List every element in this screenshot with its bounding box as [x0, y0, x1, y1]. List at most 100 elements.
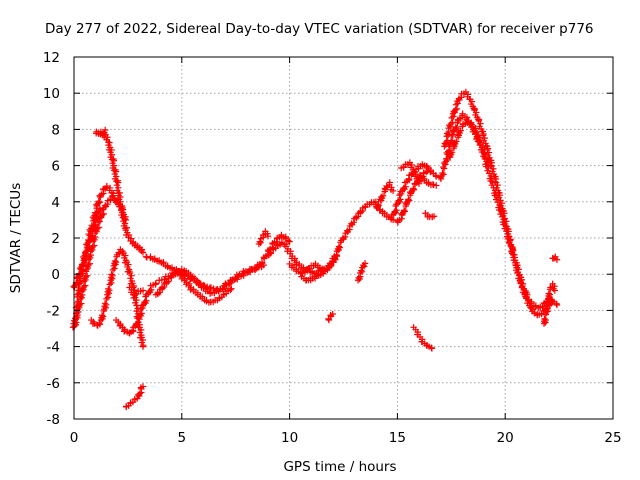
- data-point: [88, 222, 96, 229]
- data-point: [108, 271, 115, 278]
- data-point: [90, 242, 98, 249]
- data-point: [85, 236, 92, 244]
- data-point: [80, 283, 87, 291]
- y-tick-label: 8: [51, 122, 60, 138]
- data-point: [360, 263, 368, 270]
- data-point: [83, 272, 91, 279]
- series-arc3: [70, 193, 121, 327]
- series-arc26: [410, 324, 436, 352]
- data-point: [414, 177, 421, 184]
- data-point: [82, 249, 89, 256]
- series-arc32: [549, 253, 561, 263]
- series-arc6: [112, 280, 160, 337]
- data-point: [73, 280, 81, 288]
- data-point: [180, 272, 188, 279]
- data-point: [438, 172, 445, 180]
- data-point: [75, 287, 82, 294]
- data-point: [433, 173, 440, 180]
- y-tick-label: -4: [47, 340, 60, 356]
- data-point: [453, 124, 460, 132]
- data-point: [85, 261, 92, 269]
- data-point: [83, 241, 90, 248]
- data-point: [187, 276, 194, 283]
- data-point: [410, 185, 417, 192]
- data-point: [135, 319, 142, 326]
- data-point: [96, 205, 104, 213]
- series-arc18: [354, 260, 369, 284]
- data-point: [267, 249, 274, 256]
- series-arc5: [88, 246, 147, 350]
- x-tick-label: 0: [70, 430, 79, 446]
- series-arc31: [544, 296, 561, 309]
- data-point: [93, 228, 100, 235]
- series-arc23: [398, 159, 423, 187]
- data-point: [457, 127, 464, 134]
- series-arc4: [92, 126, 147, 256]
- data-point: [437, 175, 445, 183]
- series-arc15: [286, 198, 380, 277]
- data-point: [446, 122, 453, 129]
- data-point: [103, 295, 110, 303]
- x-tick-label: 10: [281, 430, 298, 446]
- data-point: [452, 101, 460, 108]
- data-point: [77, 278, 85, 286]
- data-point: [361, 260, 369, 267]
- data-point: [424, 167, 431, 175]
- data-point: [79, 262, 87, 269]
- data-point: [111, 257, 119, 265]
- data-point: [133, 302, 140, 309]
- data-point: [453, 105, 461, 113]
- data-point: [546, 291, 554, 298]
- data-point: [449, 132, 456, 140]
- data-point: [544, 305, 551, 312]
- data-point: [213, 287, 220, 294]
- data-point: [75, 303, 82, 310]
- data-point: [284, 237, 292, 244]
- data-point: [264, 232, 272, 240]
- data-point: [389, 187, 397, 195]
- data-point: [99, 313, 107, 320]
- x-tick-label: 20: [497, 430, 514, 446]
- data-point: [415, 180, 423, 187]
- data-point: [106, 287, 113, 294]
- data-point: [91, 209, 99, 216]
- data-point: [227, 286, 234, 294]
- data-point: [401, 208, 409, 215]
- y-tick-label: -6: [47, 376, 60, 392]
- data-point: [77, 293, 84, 300]
- data-point: [422, 169, 430, 176]
- data-point: [441, 159, 448, 167]
- data-point: [81, 282, 89, 289]
- data-point: [443, 130, 451, 137]
- data-point: [400, 207, 408, 214]
- data-point: [542, 316, 549, 324]
- data-point: [357, 267, 365, 274]
- data-point: [286, 238, 293, 245]
- data-point: [89, 243, 96, 251]
- data-point: [101, 300, 109, 307]
- data-point: [405, 196, 412, 203]
- data-point: [336, 244, 343, 251]
- data-point: [193, 279, 201, 287]
- data-point: [92, 210, 100, 218]
- data-point: [88, 245, 95, 252]
- data-point: [256, 238, 264, 245]
- data-point: [541, 315, 548, 323]
- data-point: [78, 261, 86, 268]
- data-point: [86, 260, 94, 267]
- data-point: [491, 178, 499, 185]
- data-point: [105, 285, 112, 293]
- series-arc24: [416, 172, 440, 189]
- data-point: [320, 265, 328, 272]
- data-point: [96, 199, 103, 206]
- data-point: [100, 210, 107, 218]
- data-point: [76, 270, 83, 277]
- data-point: [329, 310, 336, 318]
- data-point: [405, 197, 413, 204]
- data-point: [449, 119, 456, 126]
- data-point: [109, 272, 116, 280]
- data-point: [95, 197, 102, 205]
- data-point: [389, 216, 397, 224]
- x-tick-label: 25: [604, 430, 621, 446]
